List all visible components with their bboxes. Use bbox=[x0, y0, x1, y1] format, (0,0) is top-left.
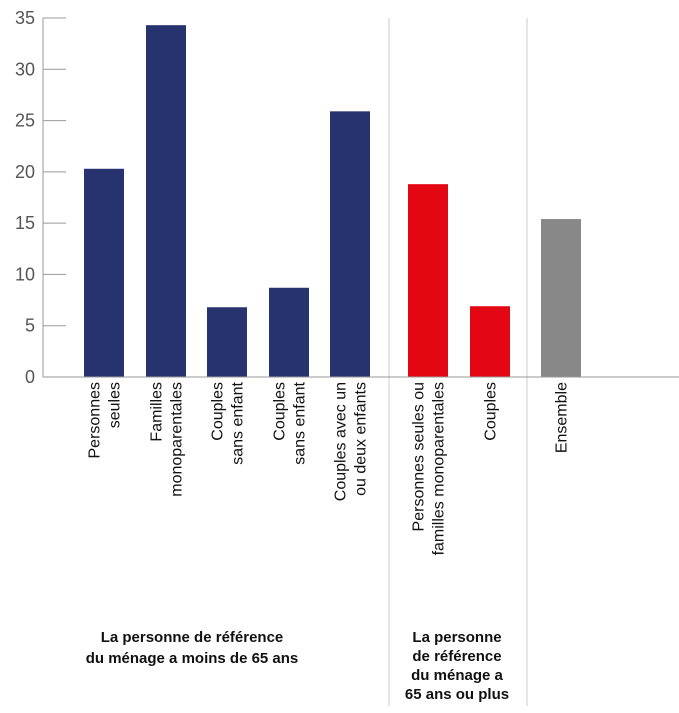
category-label-line: ou deux enfants bbox=[353, 382, 370, 496]
category-label: Personnes seules bbox=[87, 382, 124, 459]
category-label-line: familles monoparentales bbox=[431, 382, 448, 555]
y-tick-label: 5 bbox=[25, 316, 35, 336]
category-label: Couples bbox=[483, 382, 500, 441]
group-label-line: du ménage a bbox=[411, 667, 503, 684]
bar bbox=[146, 25, 186, 378]
category-labels: Personnes seules Familles monoparentales Cou… bbox=[87, 381, 571, 555]
category-label-line: Couples avec un bbox=[333, 382, 350, 501]
group-label: La personne de référence du ménage a 65 ans… bbox=[405, 629, 509, 703]
bar bbox=[470, 306, 510, 377]
category-label-line: seules bbox=[107, 382, 124, 428]
bar bbox=[541, 219, 581, 377]
category-label-line: Personnes bbox=[87, 382, 104, 459]
group-label-line: 65 ans ou plus bbox=[405, 686, 509, 703]
bar bbox=[207, 307, 247, 377]
category-label-line: sans enfant bbox=[292, 381, 309, 464]
y-axis: 0 5 10 15 20 25 30 35 bbox=[15, 8, 66, 387]
category-label-line: Ensemble bbox=[554, 382, 571, 453]
category-label: Couples sans enfant bbox=[210, 381, 247, 464]
category-label-line: Couples bbox=[272, 382, 289, 441]
bar bbox=[269, 287, 309, 377]
y-tick-label: 30 bbox=[15, 59, 35, 79]
group-label-line: de référence bbox=[412, 648, 501, 665]
category-label: Personnes seules ou familles monoparental… bbox=[411, 382, 448, 555]
category-label-line: Couples bbox=[483, 382, 500, 441]
y-tick-label: 25 bbox=[15, 111, 35, 131]
category-label: Ensemble bbox=[554, 382, 571, 453]
group-label-line: du ménage a moins de 65 ans bbox=[86, 650, 299, 667]
category-label-line: monoparentales bbox=[169, 382, 186, 497]
category-label-line: Familles bbox=[149, 382, 166, 442]
y-tick-label: 35 bbox=[15, 8, 35, 28]
category-label: Couples avec un ou deux enfants bbox=[333, 382, 370, 501]
bar bbox=[408, 184, 448, 377]
bar bbox=[84, 168, 124, 377]
y-tick-label: 10 bbox=[15, 264, 35, 284]
category-label: Familles monoparentales bbox=[149, 382, 186, 497]
category-label-line: Couples bbox=[210, 382, 227, 441]
group-label-line: La personne de référence bbox=[101, 629, 284, 646]
category-label: Couples sans enfant bbox=[272, 381, 309, 464]
group-label: La personne de référence du ménage a moin… bbox=[86, 629, 299, 667]
group-label-line: La personne bbox=[412, 629, 501, 646]
bars bbox=[84, 25, 581, 378]
y-tick-label: 0 bbox=[25, 367, 35, 387]
y-tick-label: 15 bbox=[15, 213, 35, 233]
category-label-line: sans enfant bbox=[230, 381, 247, 464]
group-separators bbox=[388, 18, 528, 706]
bar bbox=[330, 111, 370, 377]
group-labels: La personne de référence du ménage a moin… bbox=[86, 629, 509, 703]
y-tick-label: 20 bbox=[15, 162, 35, 182]
category-label-line: Personnes seules ou bbox=[411, 382, 428, 531]
